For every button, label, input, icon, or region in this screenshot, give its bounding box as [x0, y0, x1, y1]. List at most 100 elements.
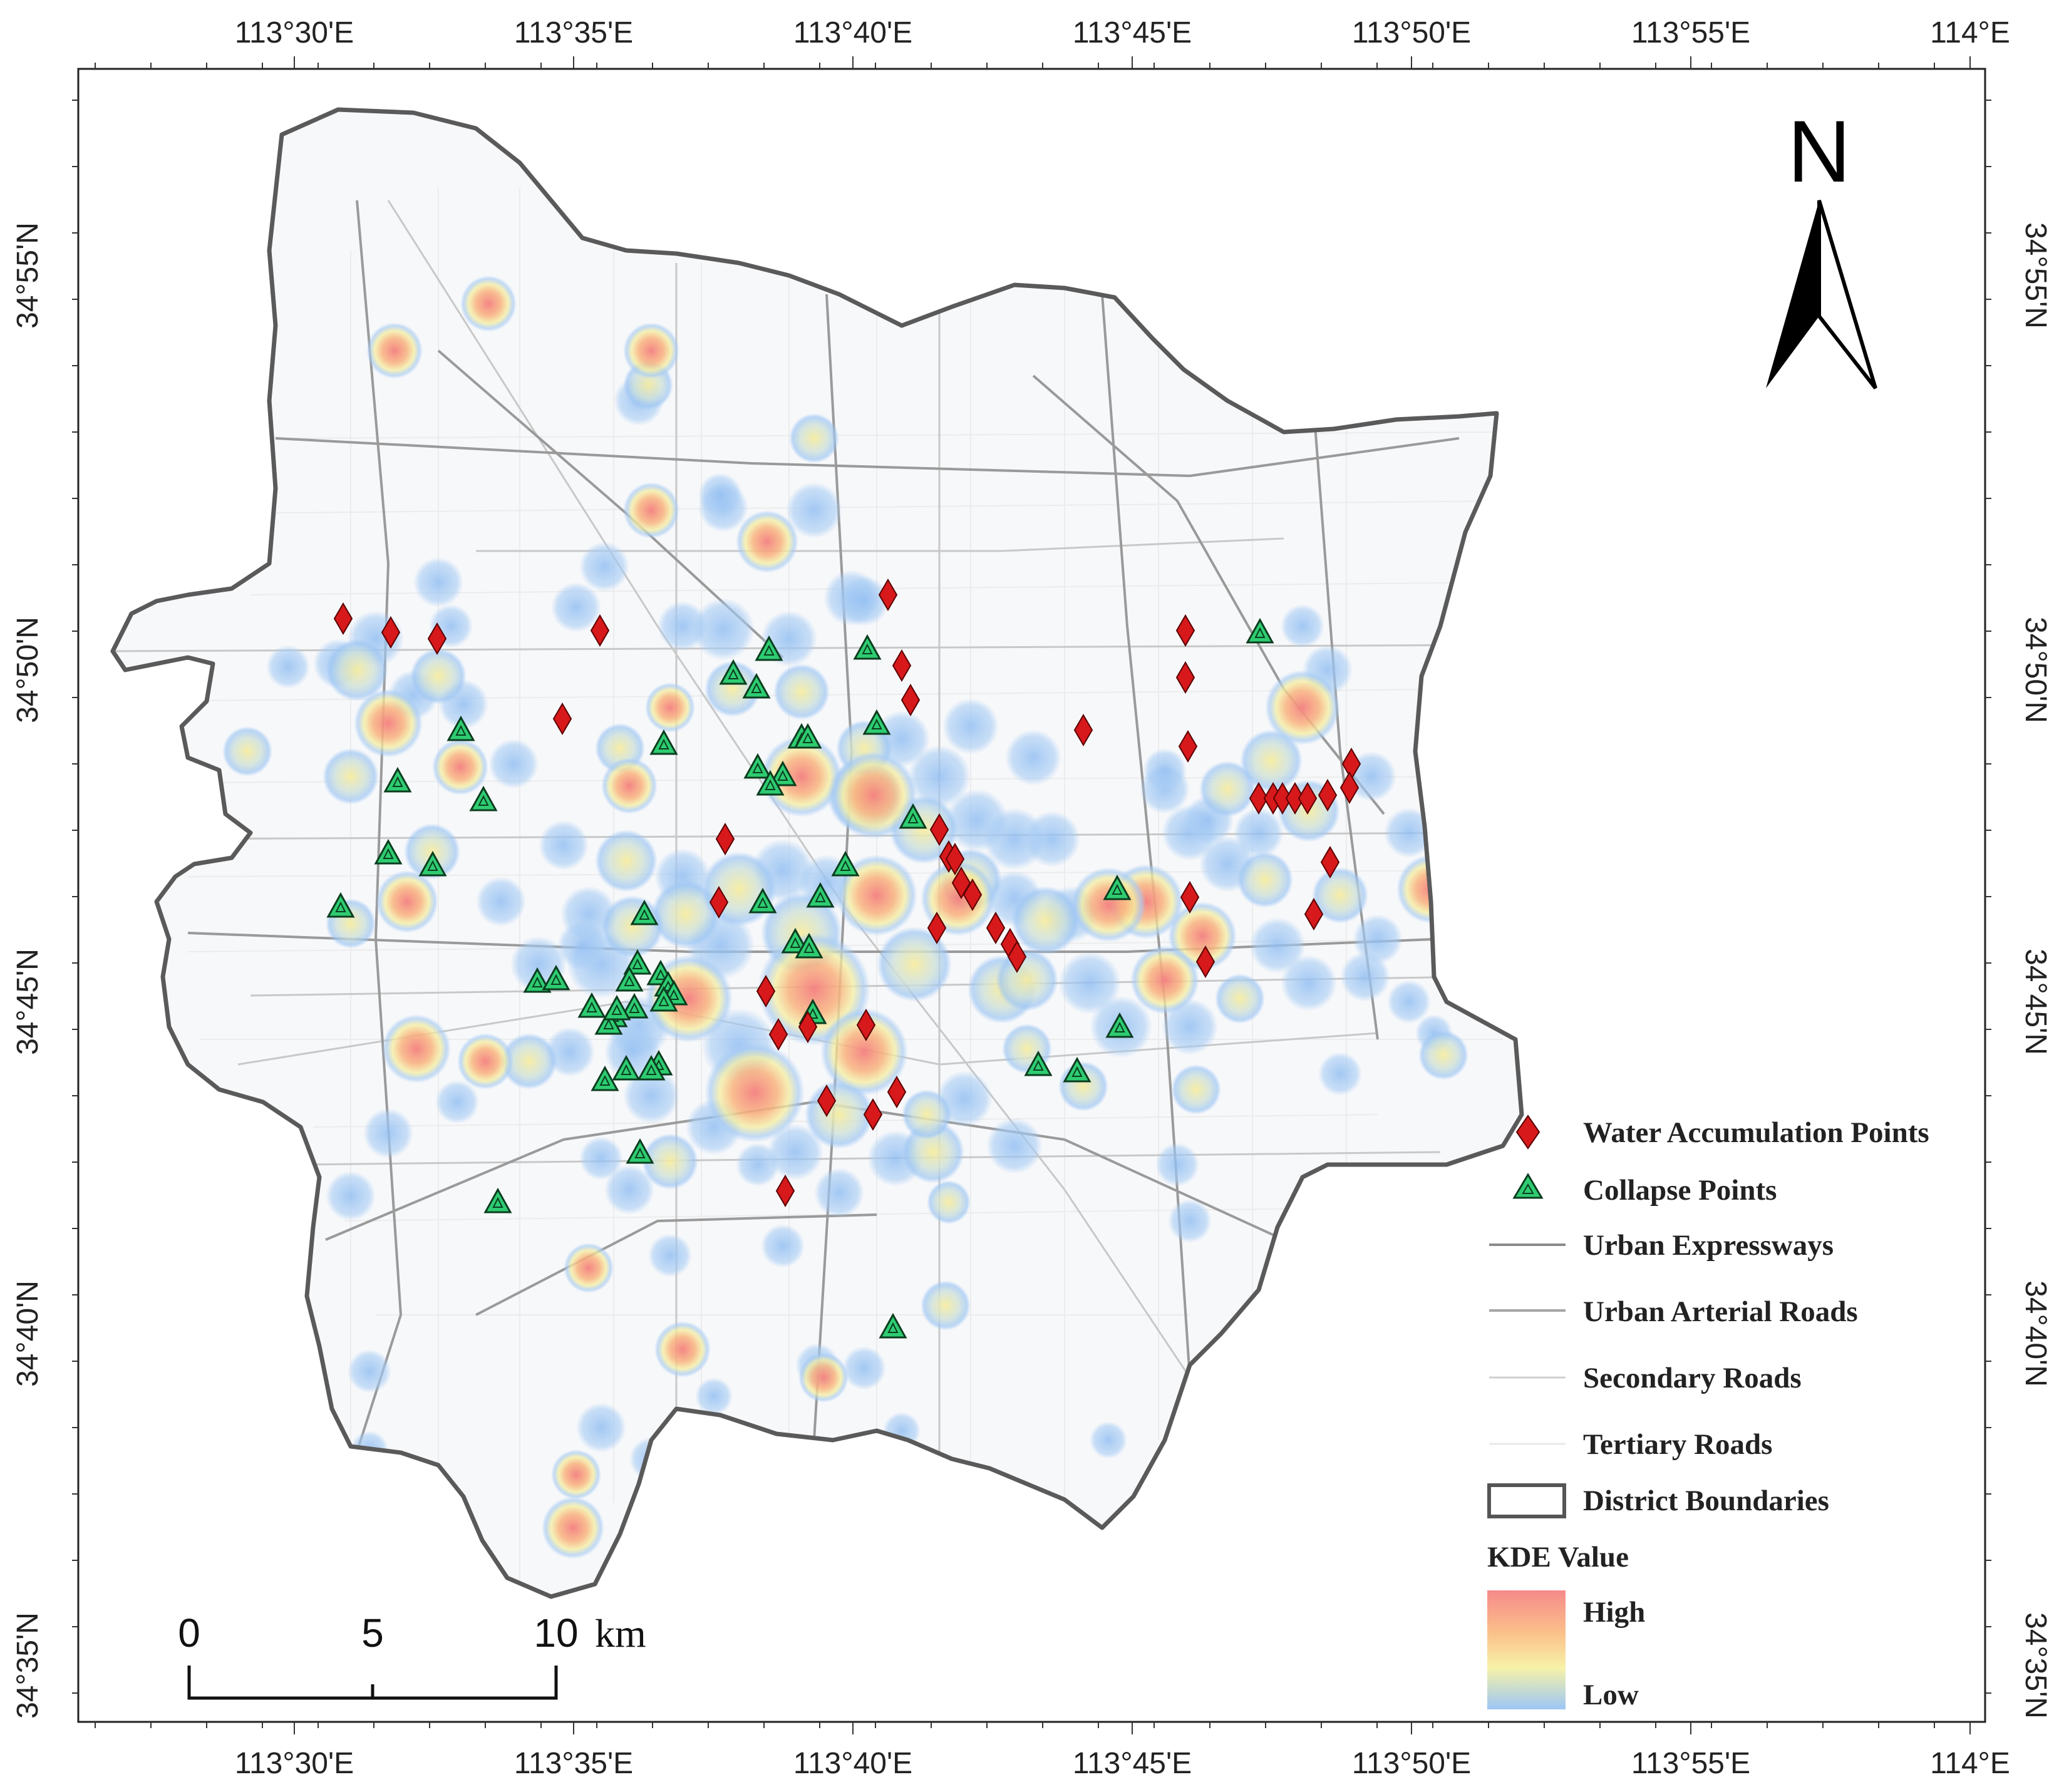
kde-hotspot	[366, 322, 423, 379]
kde-hotspot	[767, 1124, 823, 1180]
kde-hotspot	[501, 1033, 557, 1089]
scale-unit: km	[595, 1611, 646, 1656]
collapse-point-inner	[840, 860, 851, 871]
collapse-point	[1246, 617, 1274, 644]
kde-hotspot	[704, 661, 761, 717]
collapse-point	[742, 672, 771, 699]
collapse-point-inner	[629, 1002, 640, 1013]
road-segment	[1032, 374, 1385, 815]
water-point	[887, 1076, 907, 1108]
water-point	[817, 1084, 837, 1117]
kde-hotspot	[601, 758, 658, 814]
collapse-point	[620, 992, 649, 1019]
water-point	[1298, 782, 1318, 815]
kde-hotspot	[1199, 761, 1256, 817]
kde-hotspot	[1011, 886, 1080, 955]
collapse-point-inner	[1071, 1066, 1083, 1077]
collapse-point	[768, 760, 797, 786]
water-point	[715, 823, 735, 855]
top-lon-label: 113°35'E	[514, 16, 633, 49]
kde-hotspot	[460, 275, 517, 332]
collapse-point-inner	[586, 1001, 597, 1012]
kde-hotspot	[476, 877, 526, 927]
legend-label-expressway: Urban Expressways	[1583, 1229, 1834, 1262]
water-point	[756, 975, 776, 1007]
water-point	[1175, 661, 1195, 694]
kde-hotspot	[551, 1450, 601, 1500]
collapse-point	[623, 949, 652, 975]
legend-label-water: Water Accumulation Points	[1583, 1116, 1929, 1149]
kde-hotspot	[1249, 917, 1306, 974]
water-point	[927, 912, 947, 944]
collapse-point	[630, 899, 659, 925]
collapse-point-inner	[427, 860, 438, 871]
collapse-point	[879, 1312, 907, 1339]
kde-hotspot	[545, 1027, 595, 1077]
kde-hotspot	[363, 1108, 413, 1158]
collapse-point-inner	[1114, 1021, 1125, 1032]
collapse-point	[853, 634, 882, 660]
collapse-point	[577, 992, 606, 1018]
kde-hotspot	[798, 1352, 849, 1403]
kde-hotspot	[1281, 955, 1337, 1011]
kde-hotspot	[1024, 811, 1080, 867]
legend-label-arterial: Urban Arterial Roads	[1583, 1295, 1858, 1328]
collapse-point	[326, 892, 355, 918]
water-point	[1195, 945, 1215, 978]
collapse-point-inner	[658, 995, 669, 1006]
kde-hotspot	[579, 542, 629, 592]
kde-hotspot	[382, 1014, 451, 1083]
kde-title: KDE Value	[1487, 1541, 1629, 1573]
kde-hotspot	[564, 1243, 614, 1293]
collapse-point	[719, 659, 748, 685]
collapse-point-inner	[871, 718, 882, 729]
collapse-point-icon	[1512, 1173, 1544, 1199]
kde-hotspot	[623, 322, 679, 379]
kde-hotspot	[704, 1043, 805, 1143]
collapse-point-inner	[655, 969, 666, 980]
water-point	[1285, 782, 1305, 815]
collapse-point	[1105, 1012, 1134, 1038]
kde-hotspot	[595, 830, 658, 892]
water-point	[1180, 881, 1200, 914]
kde-hotspot	[789, 413, 839, 463]
kde-hotspot	[761, 1224, 805, 1268]
kde-color-ramp	[1487, 1590, 1566, 1709]
kde-hotspot	[1155, 1143, 1199, 1187]
kde-hotspot	[326, 1171, 376, 1221]
kde-hotspot	[736, 510, 798, 573]
water-point	[945, 843, 965, 875]
right-lat-label: 34°45'N	[2019, 949, 2052, 1055]
collapse-point-inner	[611, 1004, 622, 1015]
water-point	[1249, 782, 1269, 815]
collapse-point	[649, 729, 678, 755]
kde-hotspot	[902, 1089, 952, 1140]
kde-hotspot	[1162, 999, 1218, 1055]
kde-hotspot	[1130, 945, 1199, 1014]
legend-label-tertiary: Tertiary Roads	[1583, 1428, 1772, 1461]
kde-hotspot	[814, 1168, 864, 1218]
collapse-point-inner	[632, 958, 643, 969]
road-segment	[1101, 294, 1191, 1378]
collapse-point-inner	[335, 901, 346, 912]
top-lon-label: 114°E	[1930, 16, 2010, 49]
scale-bar: 0 5 10 km	[178, 1610, 646, 1700]
bottom-lon-label: 113°55'E	[1631, 1747, 1750, 1780]
collapse-point	[483, 1187, 512, 1213]
collapse-point-inner-icon	[1522, 1183, 1534, 1194]
legend-label-collapse: Collapse Points	[1583, 1174, 1777, 1207]
kde-hotspot	[820, 1008, 908, 1096]
kde-hotspot	[761, 736, 842, 817]
kde-hotspot	[942, 698, 999, 754]
kde-hotspot	[404, 823, 460, 880]
north-arrow: N	[1766, 102, 1877, 389]
kde-hotspot	[698, 473, 742, 517]
water-point	[863, 1098, 883, 1131]
kde-low-label: Low	[1583, 1679, 1639, 1711]
left-lat-label: 34°55'N	[11, 222, 44, 329]
kde-hotspot	[323, 748, 379, 805]
collapse-point	[637, 1054, 666, 1081]
kde-hotspot	[996, 949, 1058, 1011]
kde-hotspot	[658, 601, 708, 651]
kde-hotspot	[1168, 1199, 1212, 1243]
